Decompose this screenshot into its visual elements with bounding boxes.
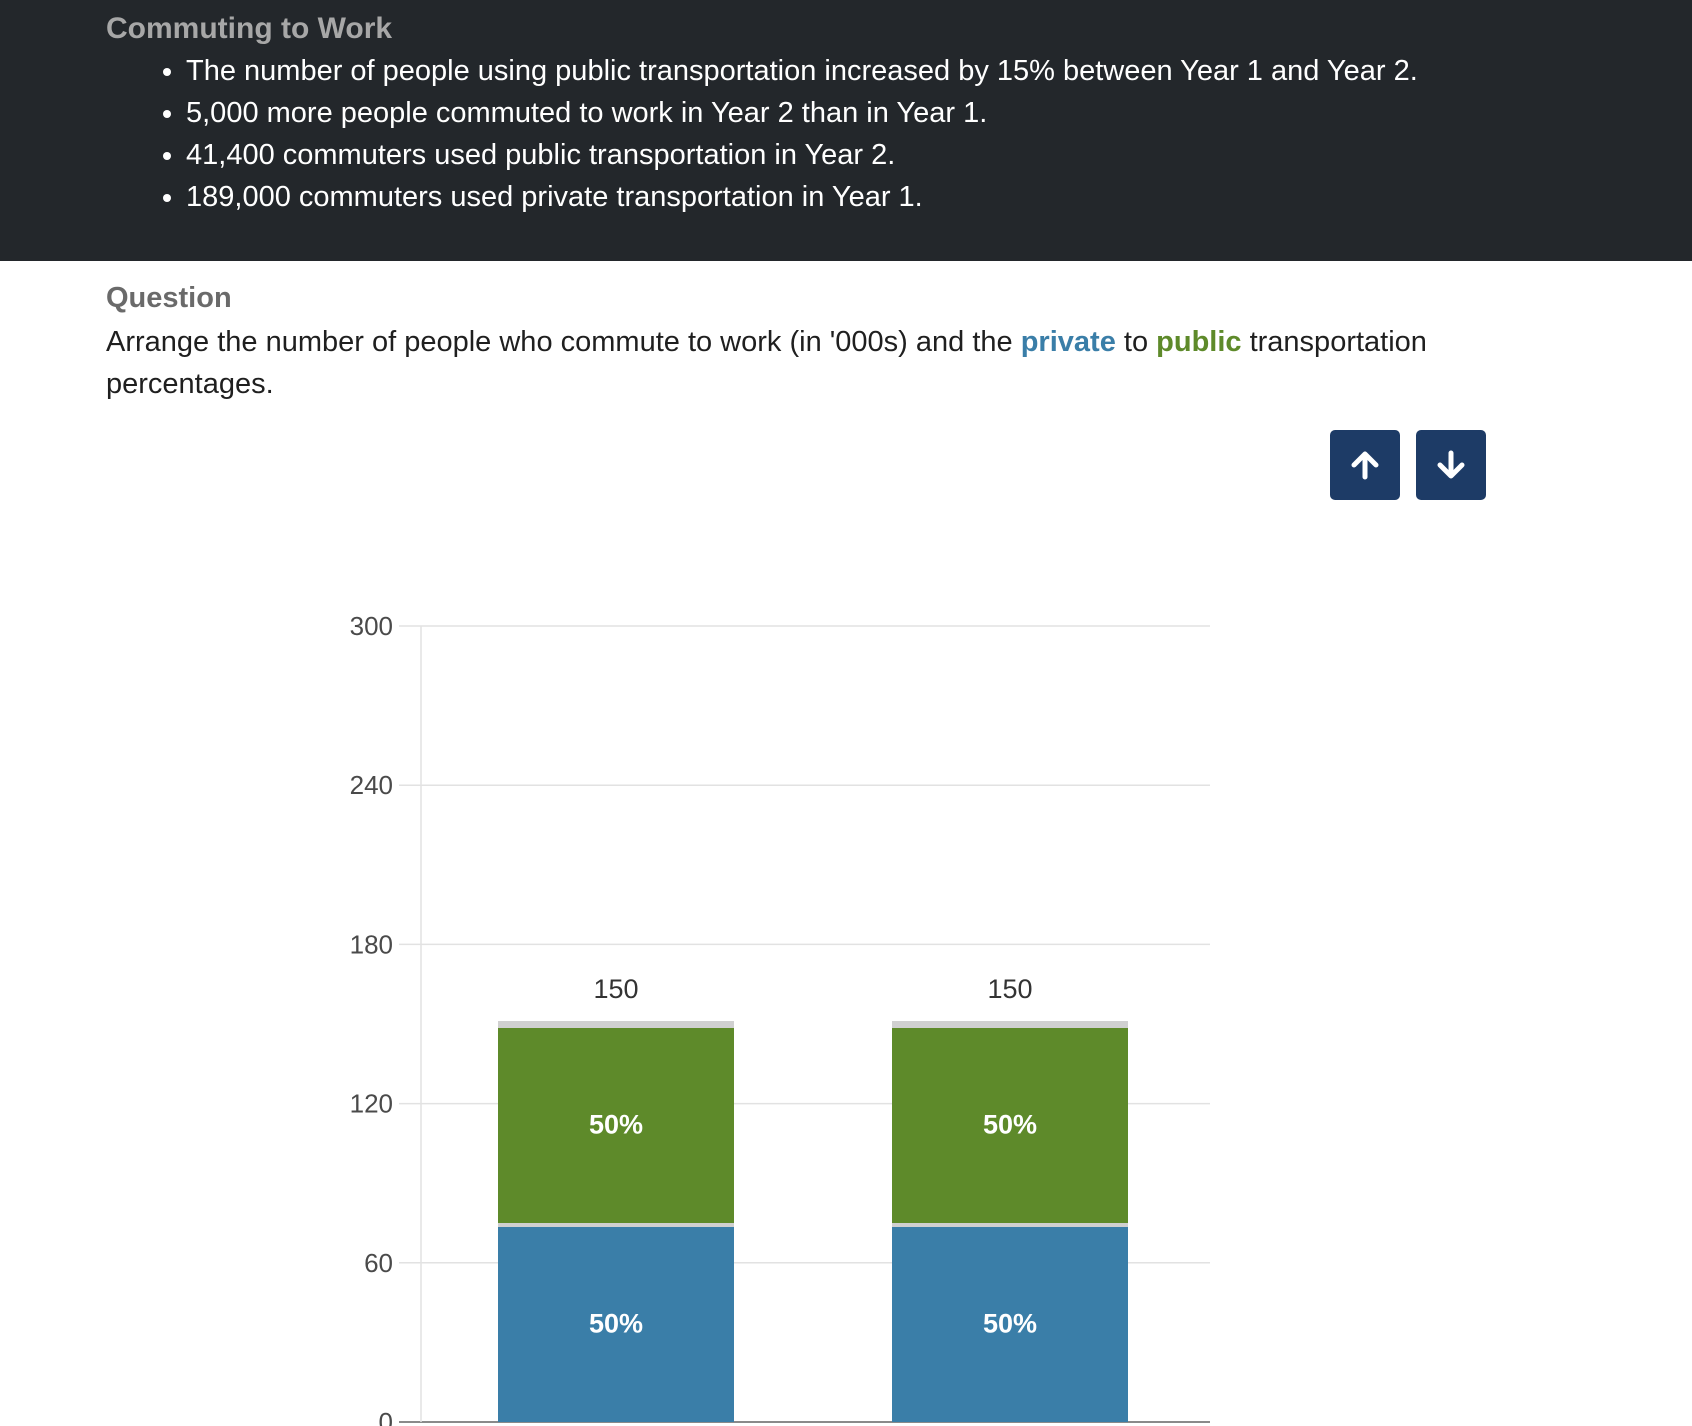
question-label: Question [106,282,232,314]
question-text-middle: to [1115,326,1157,358]
segment-handle [498,1220,734,1227]
question-text-start: Arrange the number of people who commute… [106,326,1021,358]
keyword-private: private [1020,326,1116,358]
question-text-end: transportation percentages. [106,326,1427,400]
bar-segment [892,1024,1128,1223]
bar-segment [498,1223,734,1422]
segment-handle [892,1021,1128,1028]
y-tick-label: 60 [364,1248,393,1278]
fact-item: The number of people using public transp… [186,50,1418,92]
bar-segment [892,1223,1128,1422]
fact-item: 41,400 commuters used public transportat… [186,134,1418,176]
context-title: Commuting to Work [106,12,393,45]
y-tick-label: 180 [350,929,393,959]
fact-item: 5,000 more people commuted to work in Ye… [186,92,1418,134]
y-tick-label: 240 [350,770,393,800]
y-tick-label: 300 [350,611,393,641]
y-tick-label: 120 [350,1089,393,1119]
segment-percent-label: 50% [983,1110,1037,1140]
facts-list: The number of people using public transp… [150,50,1418,218]
bar-segment [498,1024,734,1223]
segment-percent-label: 50% [589,1110,643,1140]
arrow-down-icon [1437,450,1465,479]
bar-total-label: 150 [593,974,638,1004]
segment-percent-label: 50% [983,1309,1037,1339]
arrow-up-icon [1351,451,1379,480]
fact-item: 189,000 commuters used private transport… [186,176,1418,218]
keyword-public: public [1156,326,1242,358]
increase-button[interactable] [1330,430,1400,500]
stacked-bar-chart: 0 60 120 180 240 300 50% 50% 150 50% 50% 150 [350,611,1210,1426]
bar-total-label: 150 [987,974,1032,1004]
context-panel: Commuting to Work The number of people u… [0,0,1692,261]
segment-handle [892,1220,1128,1227]
y-tick-label: 0 [379,1407,393,1426]
decrease-button[interactable] [1416,430,1486,500]
segment-handle [498,1021,734,1028]
question-text: Arrange the number of people who commute… [106,321,1556,405]
segment-percent-label: 50% [589,1309,643,1339]
